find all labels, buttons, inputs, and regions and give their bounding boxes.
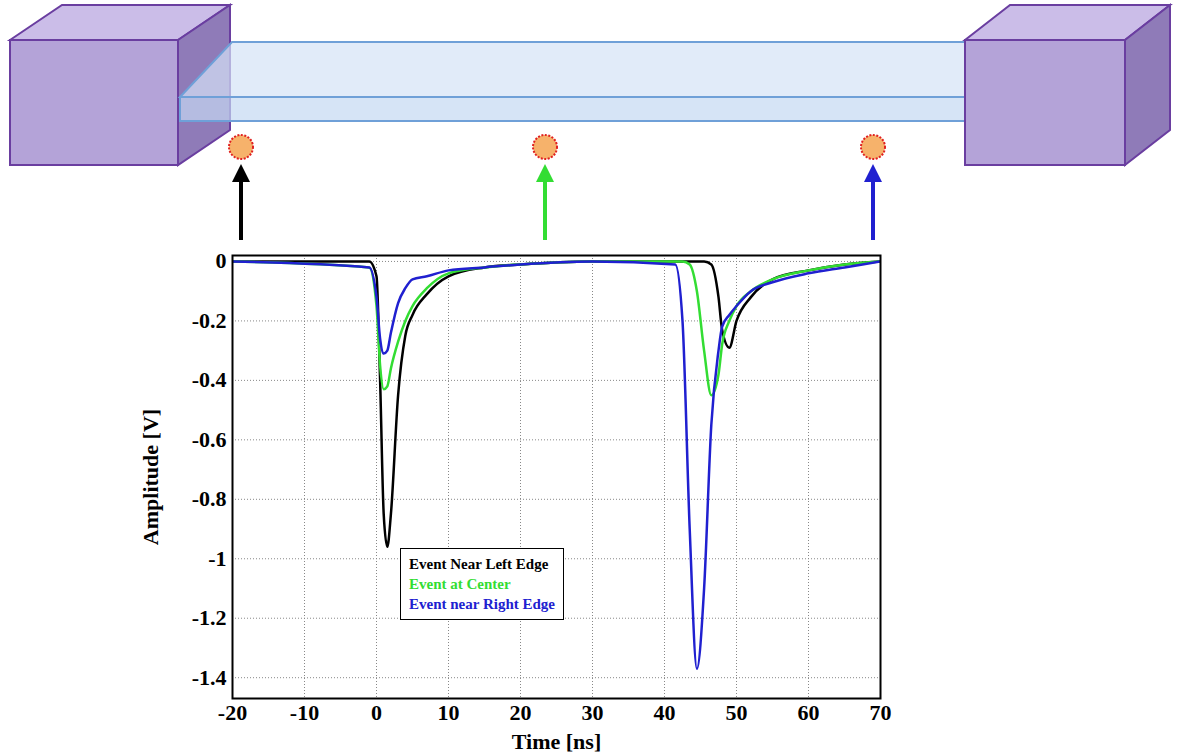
svg-text:-0.8: -0.8 (192, 486, 227, 511)
svg-text:-1.4: -1.4 (192, 665, 227, 690)
svg-text:Time [ns]: Time [ns] (512, 729, 601, 753)
svg-text:0: 0 (371, 700, 382, 725)
svg-text:0: 0 (216, 248, 227, 273)
svg-text:40: 40 (654, 700, 676, 725)
svg-text:-1: -1 (208, 546, 226, 571)
svg-text:20: 20 (510, 700, 532, 725)
html-text:Event near Right Edge: Event near Right Edge (409, 596, 555, 612)
svg-text:-0.2: -0.2 (192, 308, 227, 333)
html-text:Event Near Left Edge: Event Near Left Edge (409, 556, 549, 572)
svg-text:10: 10 (438, 700, 460, 725)
svg-text:Amplitude [V]: Amplitude [V] (138, 409, 163, 545)
svg-text:70: 70 (870, 700, 892, 725)
svg-text:-0.6: -0.6 (192, 427, 227, 452)
svg-text:-0.4: -0.4 (192, 367, 227, 392)
svg-text:-1.2: -1.2 (192, 605, 227, 630)
svg-text:50: 50 (726, 700, 748, 725)
svg-text:-20: -20 (218, 700, 247, 725)
html-text:Event at Center: Event at Center (409, 576, 511, 592)
svg-text:30: 30 (582, 700, 604, 725)
svg-text:-10: -10 (290, 700, 319, 725)
svg-text:60: 60 (798, 700, 820, 725)
